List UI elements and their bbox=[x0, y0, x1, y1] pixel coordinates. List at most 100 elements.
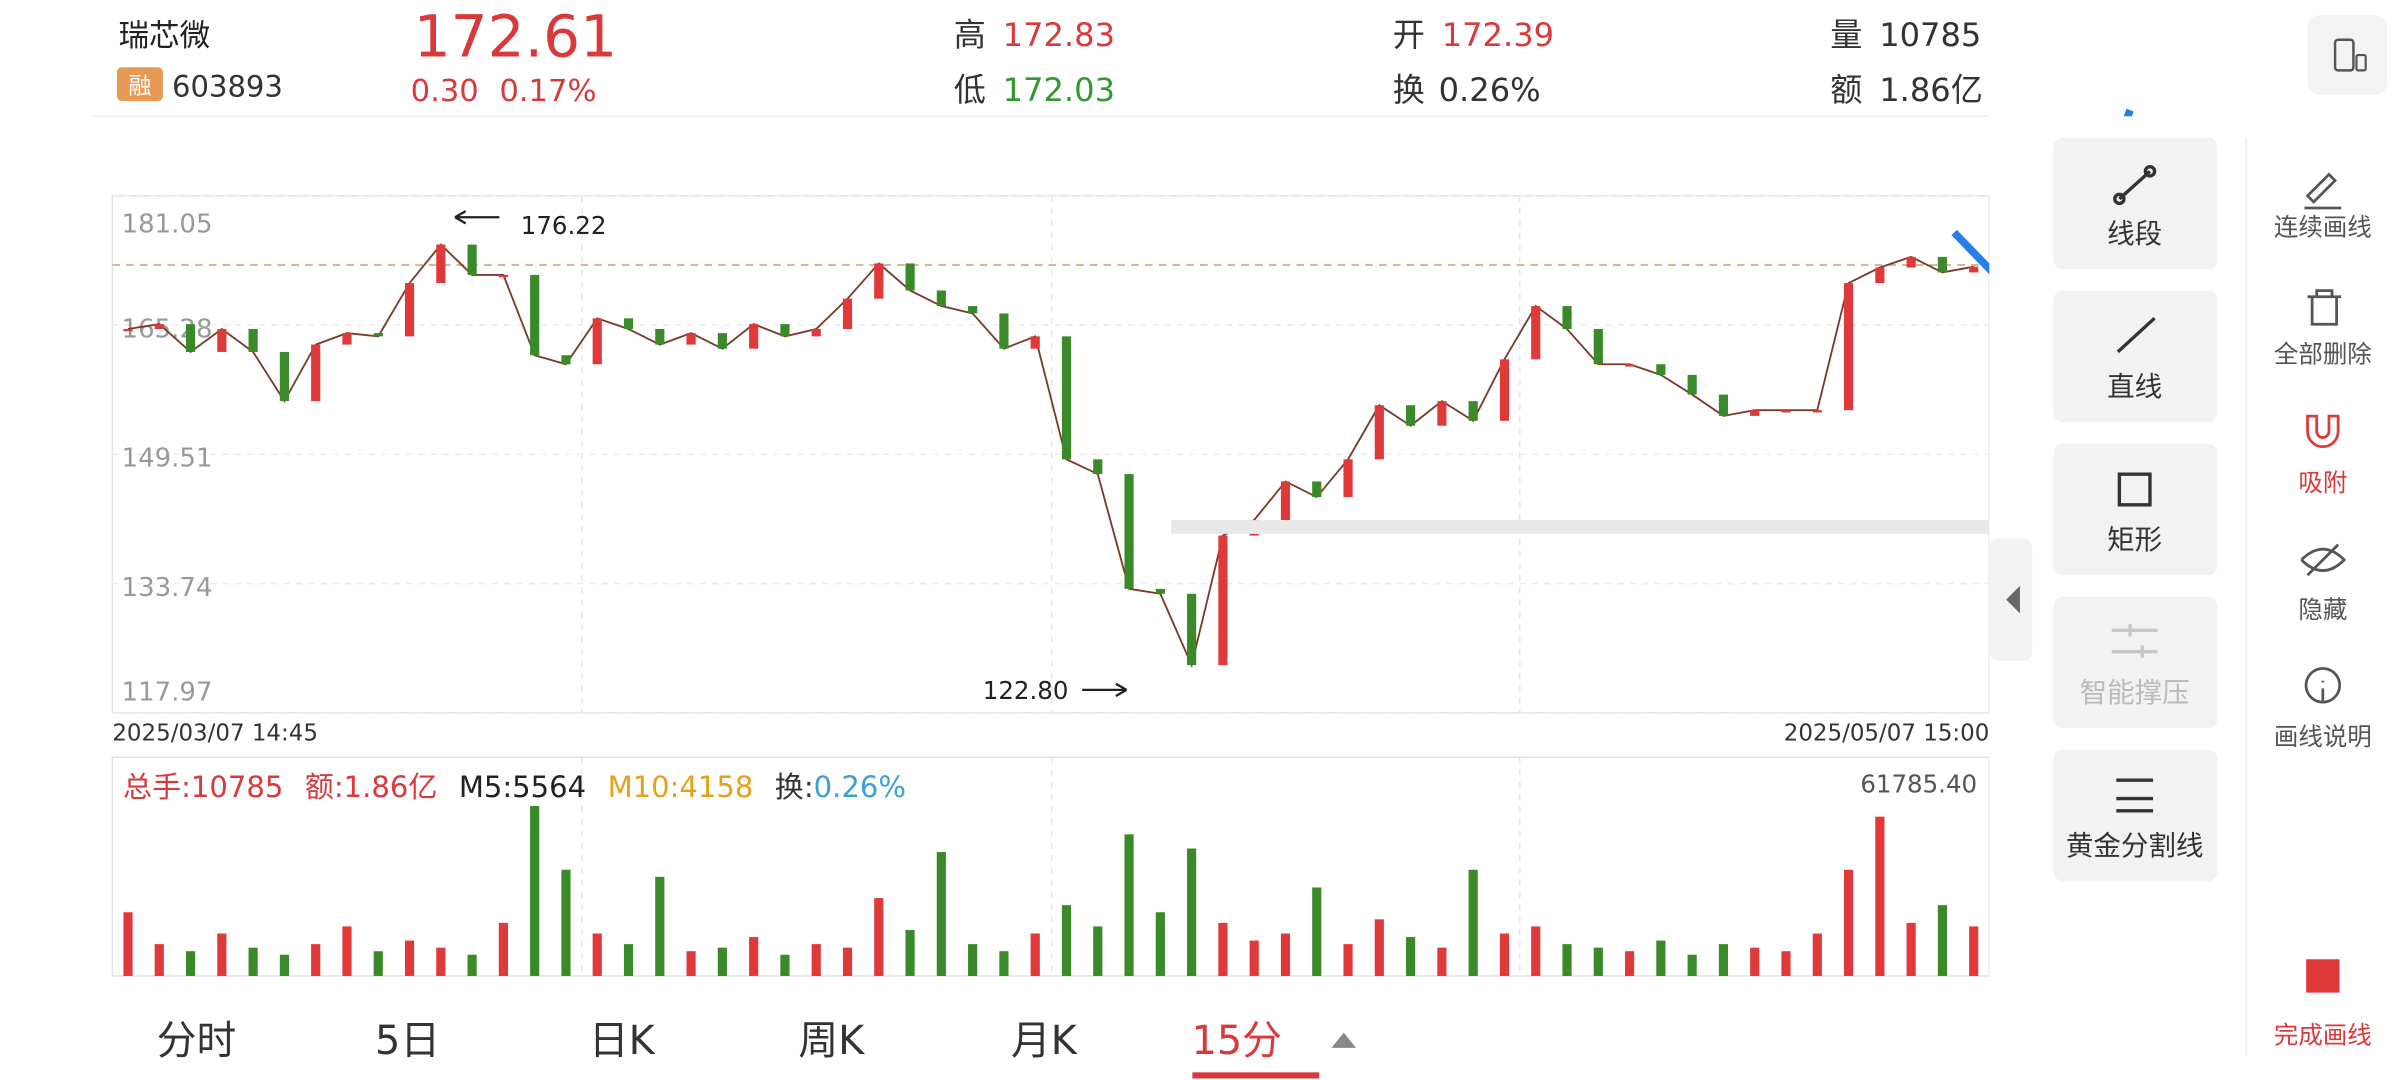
volume-bar bbox=[811, 944, 821, 976]
side-action[interactable]: 完成画线 bbox=[2274, 1020, 2372, 1049]
candle bbox=[1218, 535, 1228, 666]
candle bbox=[1406, 405, 1416, 426]
badge-bg bbox=[116, 67, 163, 101]
volume-bar bbox=[436, 947, 446, 976]
tool-icon bbox=[2116, 316, 2156, 354]
tool-button[interactable] bbox=[2053, 443, 2218, 576]
y-tick-label: 133.74 bbox=[122, 573, 213, 603]
tab[interactable]: 分时 bbox=[157, 1018, 237, 1064]
candle bbox=[1593, 329, 1603, 365]
amount: 1.86亿 bbox=[1879, 71, 1983, 109]
candle bbox=[1875, 267, 1885, 284]
candle bbox=[279, 351, 289, 402]
volume-bar bbox=[1187, 848, 1197, 976]
side-action[interactable]: 隐藏 bbox=[2298, 595, 2347, 624]
low-label: 低 bbox=[954, 71, 986, 109]
candle bbox=[1124, 474, 1134, 589]
candle bbox=[1187, 593, 1197, 666]
change: 0.30 bbox=[411, 74, 479, 109]
start-time: 2025/03/07 14:45 bbox=[112, 720, 318, 746]
low: 172.03 bbox=[1003, 71, 1115, 109]
candle bbox=[342, 333, 352, 345]
candle bbox=[1312, 481, 1322, 498]
turnover: 0.26% bbox=[1439, 71, 1541, 109]
candle bbox=[1937, 256, 1948, 273]
candle bbox=[1030, 336, 1040, 349]
volume-bar bbox=[311, 944, 321, 976]
candle bbox=[1437, 401, 1447, 426]
legend-m10: M10:4158 bbox=[608, 770, 754, 804]
tool-button[interactable] bbox=[2053, 137, 2218, 270]
legend-turnover-key: 换: bbox=[775, 770, 814, 804]
candle bbox=[717, 333, 727, 349]
candle bbox=[623, 318, 634, 330]
candle bbox=[1687, 374, 1697, 395]
volume-bar bbox=[1124, 834, 1134, 976]
volume-bar bbox=[217, 933, 227, 976]
candle bbox=[686, 333, 696, 345]
volume-bar bbox=[1750, 947, 1760, 976]
tab-underline bbox=[1192, 1072, 1320, 1079]
candle bbox=[842, 298, 853, 330]
tab[interactable]: 周K bbox=[798, 1018, 865, 1064]
volume-bar bbox=[1656, 940, 1666, 976]
candle bbox=[561, 355, 571, 365]
side-action[interactable]: 全部删除 bbox=[2274, 340, 2372, 369]
y-tick-label: 165.28 bbox=[122, 314, 213, 344]
y-tick-label: 117.97 bbox=[122, 678, 213, 708]
volume-bar bbox=[1812, 933, 1822, 976]
tool-button[interactable] bbox=[2053, 290, 2218, 423]
volume-bar bbox=[1468, 869, 1478, 976]
volume-bar bbox=[1875, 816, 1885, 976]
side-action[interactable]: 画线说明 bbox=[2274, 722, 2372, 751]
candle bbox=[248, 329, 258, 352]
side-action[interactable]: 吸附 bbox=[2298, 468, 2347, 497]
drawn-rectangle[interactable] bbox=[1170, 520, 1990, 534]
volume-bar bbox=[561, 869, 571, 976]
volume-bar bbox=[717, 947, 727, 976]
volume-bar bbox=[874, 898, 884, 976]
candle bbox=[1531, 306, 1541, 360]
low-arrow bbox=[1082, 682, 1128, 698]
volume-bar bbox=[1437, 947, 1447, 976]
volume-bar bbox=[1499, 933, 1510, 976]
side-action[interactable]: 连续画线 bbox=[2274, 213, 2372, 242]
change-pct: 0.17% bbox=[499, 74, 596, 109]
volume-bar bbox=[623, 944, 634, 976]
volume-bar bbox=[123, 912, 133, 976]
candle bbox=[1906, 256, 1916, 268]
candle bbox=[185, 324, 196, 352]
side-icon bbox=[2307, 289, 2342, 326]
tab[interactable]: 日K bbox=[589, 1018, 656, 1064]
tool-label: 线段 bbox=[2107, 218, 2162, 250]
tool-button[interactable] bbox=[2053, 749, 2218, 882]
volume-bar bbox=[1843, 869, 1854, 976]
side-icon bbox=[2300, 543, 2347, 577]
volume-bar bbox=[1280, 933, 1291, 976]
volume-bar bbox=[1218, 922, 1228, 976]
candle bbox=[1562, 306, 1572, 330]
volume-bar bbox=[404, 940, 415, 976]
tool-label: 矩形 bbox=[2107, 524, 2162, 556]
candle bbox=[655, 329, 665, 345]
volume-bar bbox=[1155, 912, 1165, 976]
volume-bar bbox=[780, 954, 790, 976]
tab[interactable]: 月K bbox=[1011, 1018, 1078, 1064]
candle bbox=[1093, 459, 1103, 475]
candle bbox=[373, 333, 383, 337]
orientation-button[interactable] bbox=[2307, 15, 2388, 95]
legend-amount: 额:1.86亿 bbox=[305, 770, 438, 804]
volume-bar bbox=[655, 876, 665, 976]
tool-button[interactable] bbox=[2053, 596, 2218, 729]
volume-bar bbox=[936, 852, 946, 976]
volume-bar bbox=[1906, 922, 1916, 976]
high-label: 高 bbox=[954, 16, 986, 54]
tab-expand[interactable] bbox=[1331, 1032, 1357, 1048]
tab[interactable]: 15分 bbox=[1192, 1018, 1282, 1064]
volume-bar bbox=[749, 937, 759, 976]
volume-bar bbox=[1593, 947, 1603, 976]
candle bbox=[436, 244, 446, 284]
tab[interactable]: 5日 bbox=[375, 1018, 440, 1064]
candle bbox=[1750, 410, 1760, 416]
